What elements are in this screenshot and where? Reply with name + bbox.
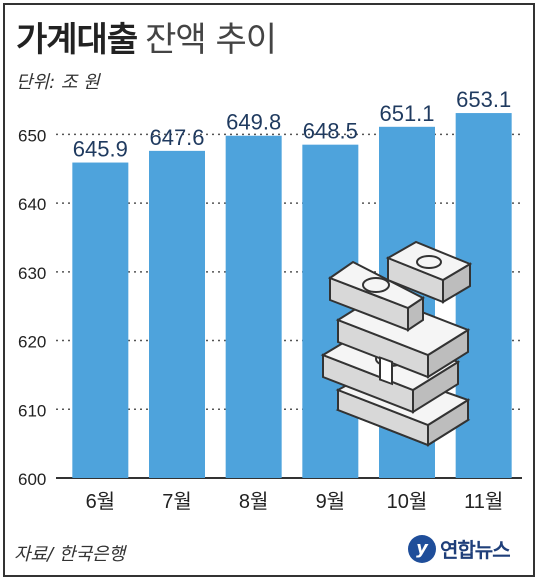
category-label: 11월 <box>464 490 503 513</box>
y-tick-label: 640 <box>18 195 46 214</box>
bar <box>302 144 359 478</box>
value-label: 651.1 <box>379 101 434 126</box>
category-label: 10월 <box>387 490 428 513</box>
source-label: 자료/ 한국은행 <box>14 544 126 565</box>
y-tick-label: 630 <box>18 264 46 283</box>
bar <box>72 162 129 479</box>
unit-label: 단위: 조 원 <box>16 72 100 93</box>
y-tick-label: 610 <box>18 401 46 420</box>
money-stack-icon <box>320 240 473 447</box>
category-label: 6월 <box>86 490 116 513</box>
value-label: 653.1 <box>456 87 511 112</box>
title-bold: 가계대출 <box>16 20 138 60</box>
chart-title: 가계대출 잔액 추이 <box>16 12 277 61</box>
y-tick-label: 600 <box>18 470 46 489</box>
value-label: 647.6 <box>149 125 204 150</box>
yonhap-logo: y 연합뉴스 <box>408 534 511 563</box>
logo-text: 연합뉴스 <box>440 538 511 562</box>
y-tick-label: 650 <box>18 126 46 145</box>
logo-mark-icon: y <box>408 534 436 563</box>
bar <box>225 135 282 479</box>
title-light: 잔액 추이 <box>145 20 277 60</box>
value-label: 645.9 <box>73 137 128 162</box>
value-label: 649.8 <box>226 110 281 135</box>
category-label: 9월 <box>316 490 346 513</box>
value-label: 648.5 <box>303 119 358 144</box>
y-tick-label: 620 <box>18 333 46 352</box>
category-label: 8월 <box>239 490 269 513</box>
category-label: 7월 <box>162 490 192 513</box>
bar <box>149 150 205 478</box>
